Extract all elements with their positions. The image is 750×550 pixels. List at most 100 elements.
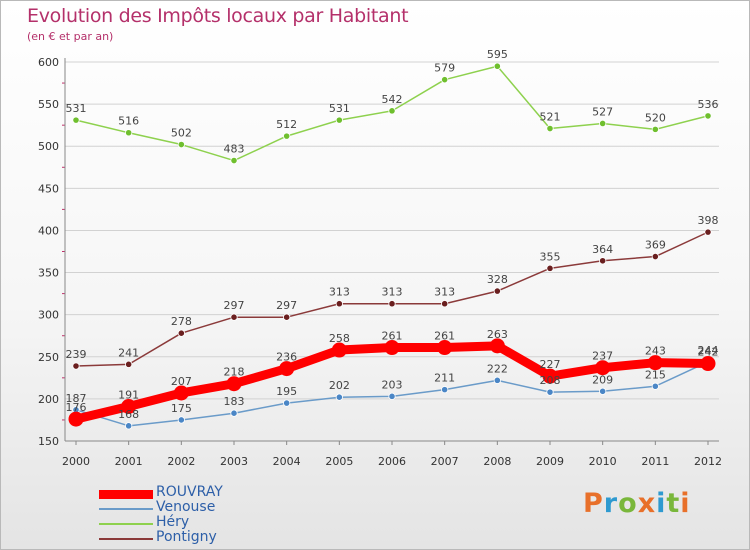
data-label-hery: 483	[224, 143, 245, 156]
axis-layer: 150 200 250 300 350 400 450 500 550 600 2000 2001 20…	[38, 56, 722, 468]
y-tick-label: 150	[38, 435, 59, 448]
data-point-rouvray	[542, 368, 558, 384]
data-label-hery: 579	[434, 62, 455, 75]
x-tick-label: 2003	[220, 455, 248, 468]
data-label-venouse: 211	[434, 372, 455, 385]
x-tick-label: 2011	[641, 455, 669, 468]
page-title: Evolution des Impôts locaux par Habitant	[27, 5, 409, 27]
legend-label: ROUVRAY	[156, 484, 223, 500]
y-tick-label: 500	[38, 140, 59, 153]
data-label-venouse: 222	[487, 362, 508, 375]
data-point-pontigny	[72, 362, 80, 370]
logo-letter: o	[618, 488, 638, 519]
data-point-pontigny	[177, 329, 185, 337]
y-tick-label: 200	[38, 393, 59, 406]
data-point-hery	[230, 156, 238, 165]
data-point-venouse	[283, 399, 291, 407]
data-label-venouse: 183	[224, 395, 245, 408]
data-point-venouse	[546, 388, 554, 396]
data-label-rouvray: 258	[329, 332, 350, 345]
logo-letter: r	[603, 488, 619, 519]
data-label-pontigny: 239	[66, 348, 87, 361]
data-label-pontigny: 364	[592, 243, 613, 256]
data-label-rouvray: 236	[276, 351, 297, 364]
data-point-pontigny	[651, 252, 659, 261]
data-label-rouvray: 261	[434, 330, 455, 343]
y-tick-label: 550	[38, 98, 59, 111]
data-point-hery	[177, 140, 185, 149]
data-label-venouse: 175	[171, 402, 192, 415]
data-point-hery	[388, 107, 396, 115]
data-point-hery	[441, 76, 449, 84]
legend-label: Venouse	[156, 499, 216, 515]
data-point-hery	[335, 116, 343, 124]
logo-letter: t	[666, 488, 681, 519]
data-point-rouvray	[489, 338, 505, 354]
data-label-rouvray: 237	[592, 350, 613, 363]
chart-subtitle: (en € et par an)	[27, 30, 114, 43]
data-point-pontigny	[388, 300, 396, 308]
data-label-rouvray: 191	[118, 388, 139, 401]
data-label-venouse: 203	[382, 378, 403, 391]
data-label-hery: 502	[171, 127, 192, 140]
data-point-venouse	[177, 416, 185, 424]
data-point-rouvray	[279, 361, 295, 377]
data-label-pontigny: 313	[329, 286, 350, 299]
data-point-rouvray	[226, 376, 242, 392]
data-point-hery	[546, 124, 554, 133]
data-point-rouvray	[331, 342, 347, 358]
x-tick-label: 2008	[483, 455, 511, 468]
data-point-venouse	[651, 382, 659, 390]
data-label-pontigny: 398	[698, 214, 719, 227]
data-label-rouvray: 207	[171, 375, 192, 388]
data-label-venouse: 244	[698, 344, 719, 357]
data-label-rouvray: 176	[66, 401, 87, 414]
data-label-hery: 521	[540, 111, 561, 124]
data-point-pontigny	[125, 360, 133, 368]
y-tick-label: 450	[38, 182, 59, 195]
x-tick-label: 2004	[273, 455, 301, 468]
data-label-hery: 516	[118, 115, 139, 128]
data-label-hery: 531	[66, 102, 87, 115]
legend-label: Pontigny	[156, 529, 217, 545]
data-label-venouse: 209	[592, 373, 613, 386]
data-point-pontigny	[230, 313, 238, 321]
data-point-hery	[283, 132, 291, 140]
data-point-rouvray	[700, 356, 716, 372]
data-label-venouse: 187	[66, 392, 87, 405]
y-tick-label: 400	[38, 224, 59, 237]
data-label-rouvray: 218	[224, 366, 245, 379]
data-label-pontigny: 297	[224, 299, 245, 312]
data-point-hery	[704, 112, 712, 120]
data-point-hery	[125, 129, 133, 137]
x-tick-label: 2001	[115, 455, 143, 468]
data-point-venouse	[388, 392, 396, 400]
data-point-rouvray	[68, 411, 84, 427]
data-label-hery: 595	[487, 48, 508, 61]
data-label-hery: 536	[698, 98, 719, 111]
logo-letter: P	[583, 488, 604, 519]
data-label-hery: 542	[382, 93, 403, 106]
data-point-hery	[599, 119, 607, 128]
x-tick-label: 2006	[378, 455, 406, 468]
data-label-venouse: 202	[329, 379, 350, 392]
data-label-pontigny: 241	[118, 346, 139, 359]
data-point-pontigny	[704, 228, 712, 236]
data-label-hery: 527	[592, 105, 613, 118]
data-label-venouse: 208	[540, 374, 561, 387]
series-layer	[68, 62, 716, 430]
data-point-venouse	[230, 409, 238, 417]
data-label-rouvray: 263	[487, 328, 508, 341]
data-label-rouvray: 227	[540, 358, 561, 371]
data-point-rouvray	[437, 340, 453, 356]
data-label-rouvray: 243	[645, 345, 666, 358]
data-point-rouvray	[384, 340, 400, 356]
logo-letter: i	[656, 488, 667, 519]
x-tick-label: 2005	[325, 455, 353, 468]
data-point-venouse	[493, 376, 501, 384]
data-point-hery	[72, 116, 80, 124]
proxiti-logo: Proxiti	[583, 488, 691, 519]
data-point-pontigny	[283, 313, 291, 321]
legend-label: Héry	[156, 514, 190, 530]
